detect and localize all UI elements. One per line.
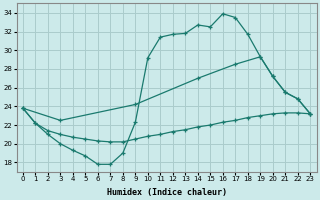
X-axis label: Humidex (Indice chaleur): Humidex (Indice chaleur): [107, 188, 227, 197]
